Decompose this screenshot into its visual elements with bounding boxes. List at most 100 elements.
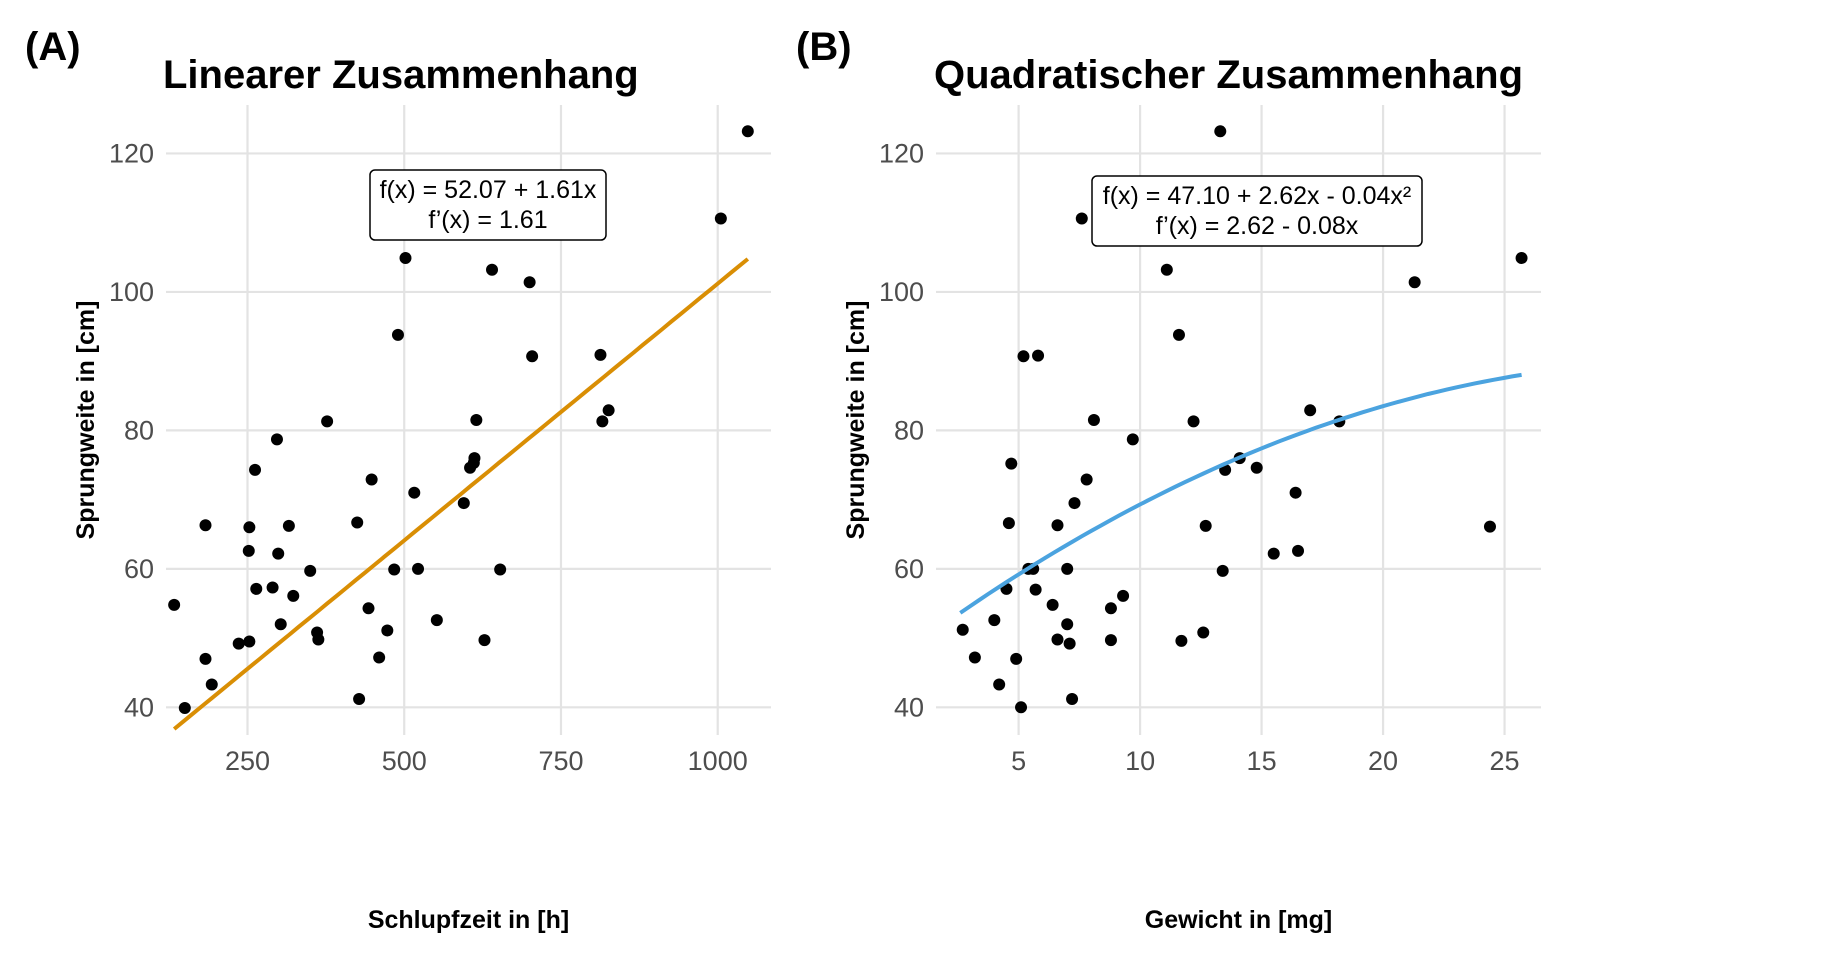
data-point [1175,634,1188,647]
data-point [1063,637,1076,650]
data-point [242,544,255,557]
data-point [399,252,412,264]
data-point [1051,519,1064,532]
data-point [274,618,287,631]
data-point [205,678,218,691]
chart-title: Quadratischer Zusammenhang [934,53,1523,97]
data-point [1068,497,1081,510]
y-tick-label: 40 [894,692,924,722]
y-tick-label: 120 [109,138,154,168]
data-point [1172,328,1185,341]
data-point [1061,618,1074,631]
x-axis-label: Schlupfzeit in [h] [368,906,569,934]
data-point [1117,589,1130,602]
data-point [596,415,609,428]
x-tick-label: 15 [1247,746,1277,776]
data-point [199,519,212,532]
y-tick-label: 60 [894,554,924,584]
data-point [1005,457,1018,470]
data-point [1216,564,1229,577]
data-point [1289,486,1302,499]
data-point [741,125,754,138]
data-point [408,486,421,499]
y-tick-label: 100 [109,277,154,307]
data-point [430,614,443,627]
data-point [243,521,256,534]
data-point [968,651,981,664]
data-point [312,633,325,646]
data-point [993,678,1006,691]
x-axis-label: Gewicht in [mg] [1145,906,1333,934]
data-point [1292,544,1305,557]
y-tick-label: 40 [124,692,154,722]
equation-text: f(x) = 52.07 + 1.61x [380,176,597,204]
data-point [1029,583,1042,596]
data-point [232,637,245,650]
data-point [249,463,262,476]
data-point [282,519,295,532]
fit-line [959,372,1522,615]
data-point [266,581,279,594]
data-point [353,693,366,705]
chart-title: Linearer Zusammenhang [163,53,639,97]
data-point [1197,626,1210,639]
data-point [1160,263,1173,276]
data-point [243,635,256,648]
x-tick-label: 5 [1011,746,1026,776]
data-point [1250,461,1263,474]
x-tick-label: 20 [1368,746,1398,776]
data-point [1061,562,1074,575]
x-tick-label: 250 [225,746,270,776]
data-point [470,414,483,426]
equation-text: f’(x) = 2.62 - 0.08x [1156,212,1359,240]
data-point [1017,350,1030,363]
data-point [1080,473,1093,486]
data-point [1087,414,1100,426]
data-point [1104,634,1117,647]
x-tick-label: 10 [1125,746,1155,776]
data-point [526,350,539,363]
data-point [956,623,969,636]
y-axis-label: Sprungweite in [cm] [72,301,100,540]
panel-label: (A) [25,25,81,69]
data-point [1214,125,1227,138]
equation-box [1091,175,1423,247]
data-point [1187,415,1200,428]
data-point [494,563,507,576]
y-tick-label: 120 [879,138,924,168]
data-point [412,562,425,575]
data-point [250,582,263,595]
data-point [373,651,386,664]
data-point [199,652,212,665]
data-point [1051,633,1064,646]
data-point [168,598,181,611]
data-point [1126,433,1139,446]
data-point [272,547,285,560]
equation-text: f’(x) = 1.61 [428,206,547,234]
y-tick-label: 60 [124,554,154,584]
data-point [457,497,470,510]
data-point [270,433,283,446]
data-point [321,415,334,428]
data-point [388,563,401,576]
chart-panel-a: 40 60 80 100 120 250 500 750 1000 Schlupfzeit in … [25,25,771,934]
data-point [362,602,375,615]
data-point [1304,404,1317,417]
data-point [594,348,607,361]
data-point [1483,520,1496,533]
data-point [602,404,615,417]
data-point [351,516,364,529]
data-point [1015,701,1028,714]
fit-line [172,257,750,731]
data-point [1046,598,1059,611]
y-tick-label: 80 [894,415,924,445]
data-point [714,212,727,225]
data-point [1075,212,1088,225]
panel-label: (B) [796,25,852,69]
data-point [304,564,317,577]
data-point [381,624,394,637]
data-point [178,702,191,714]
data-point [1010,652,1023,665]
y-axis-label: Sprungweite in [cm] [842,301,870,540]
